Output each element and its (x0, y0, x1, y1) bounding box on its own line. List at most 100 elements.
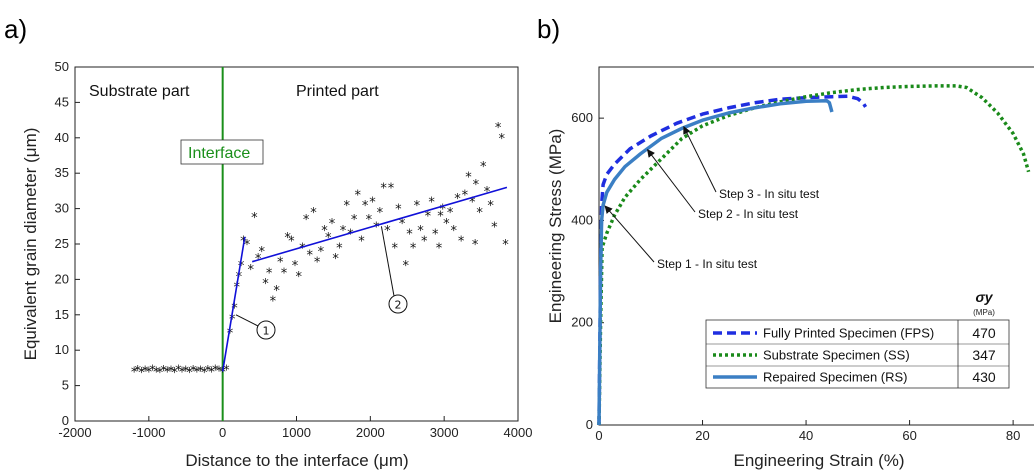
data-point: * (443, 217, 450, 232)
data-point: * (384, 224, 391, 239)
chart-b-x-tick-label: 0 (595, 428, 602, 443)
chart-a-x-tick-label: -2000 (58, 425, 91, 440)
data-point: * (336, 242, 343, 257)
chart-b-legend: σy (MPa) Fully Printed Specimen (FPS) 470… (705, 289, 1010, 389)
data-point: * (362, 199, 369, 214)
chart-a-y-tick-label: 40 (55, 130, 69, 145)
data-point: * (142, 365, 149, 380)
data-point: * (262, 277, 269, 292)
data-point: * (369, 196, 376, 211)
data-point: * (307, 249, 314, 264)
fit-line-2 (251, 186, 508, 263)
data-point: * (183, 365, 190, 380)
data-point: * (314, 256, 321, 271)
data-point: * (194, 365, 201, 380)
data-point: * (340, 224, 347, 239)
data-point: * (462, 188, 469, 203)
chart-a-x-axis-label: Distance to the interface (μm) (185, 451, 408, 470)
chart-b-x-tick-label: 80 (1006, 428, 1020, 443)
data-point: * (358, 234, 365, 249)
chart-a-x-tick-label: -1000 (132, 425, 165, 440)
series-line-3 (597, 99, 834, 426)
chart-a-y-tick-label: 0 (62, 413, 69, 428)
chart-b-x-tick-label: 20 (695, 428, 709, 443)
fit-callout-circle (388, 294, 408, 314)
fit-callout-number: 1 (263, 325, 270, 338)
data-point: * (238, 259, 245, 274)
data-point: * (259, 245, 266, 260)
data-point: * (247, 263, 254, 278)
data-point: * (414, 199, 421, 214)
data-point: * (380, 181, 387, 196)
data-point: * (135, 364, 142, 379)
legend-header-unit: (MPa) (973, 308, 995, 317)
data-point: * (487, 199, 494, 214)
data-point: * (347, 227, 354, 242)
data-point: * (208, 365, 215, 380)
annotation-arrow (604, 205, 655, 263)
annotation-arrow (683, 125, 717, 193)
chart-a-plot-area (74, 66, 519, 422)
chart-a-y-tick-label: 30 (55, 201, 69, 216)
chart-a-y-tick-label: 50 (55, 59, 69, 74)
data-point: * (160, 364, 167, 379)
data-point: * (377, 206, 384, 221)
data-point: * (403, 259, 410, 274)
legend-yield-value: 470 (972, 325, 996, 341)
legend-series-name: Repaired Specimen (RS) (763, 370, 908, 385)
chart-a-x-tick-label: 2000 (356, 425, 385, 440)
data-point: * (216, 365, 223, 380)
data-point: * (499, 132, 506, 147)
data-point: * (373, 220, 380, 235)
legend-header-sigma: σy (975, 289, 993, 305)
chart-b-x-tick-label: 60 (902, 428, 916, 443)
data-point: * (266, 266, 273, 281)
chart-a-y-tick-label: 5 (62, 378, 69, 393)
data-point: * (219, 365, 226, 380)
data-point: * (391, 242, 398, 257)
annotation-label: Step 1 - In situ test (657, 257, 758, 271)
chart-a-y-tick-label: 20 (55, 271, 69, 286)
fit-callout-leader (235, 314, 259, 327)
chart-a-y-tick-label: 10 (55, 342, 69, 357)
data-point: * (251, 211, 258, 226)
data-point: * (197, 365, 204, 380)
data-point: * (473, 178, 480, 193)
chart-b-x-axis-label: Engineering Strain (%) (733, 451, 904, 470)
data-point: * (425, 210, 432, 225)
data-point: * (421, 234, 428, 249)
interface-label: Interface (188, 145, 250, 162)
data-point: * (179, 365, 186, 380)
data-point: * (223, 363, 230, 378)
data-point: * (201, 366, 208, 381)
annotation-arrow (646, 149, 696, 213)
chart-b-y-tick-label: 0 (586, 417, 593, 432)
data-point: * (164, 365, 171, 380)
data-point: * (157, 366, 164, 381)
data-point: * (270, 295, 277, 310)
data-point: * (417, 224, 424, 239)
chart-a-y-tick-label: 25 (55, 236, 69, 251)
chart-a-x-tick-label: 1000 (282, 425, 311, 440)
legend-series-name: Fully Printed Specimen (FPS) (763, 326, 934, 341)
data-point: * (292, 259, 299, 274)
data-point: * (325, 231, 332, 246)
fit-callout-circle (256, 320, 276, 340)
data-point: * (432, 227, 439, 242)
data-point: * (190, 364, 197, 379)
data-point: * (212, 363, 219, 378)
data-point: * (476, 206, 483, 221)
chart-a-y-tick-label: 35 (55, 165, 69, 180)
annotation-label: Step 3 - In situ test (719, 187, 820, 201)
data-point: * (295, 270, 302, 285)
data-point: * (388, 181, 395, 196)
chart-b-y-tick-label: 600 (571, 110, 593, 125)
data-point: * (399, 217, 406, 232)
data-point: * (186, 366, 193, 381)
chart-b-y-tick-label: 200 (571, 315, 593, 330)
data-point: * (395, 203, 402, 218)
chart-a-y-tick-label: 45 (55, 94, 69, 109)
data-point: * (447, 206, 454, 221)
fit-line-1 (221, 236, 246, 372)
data-point: * (231, 302, 238, 317)
